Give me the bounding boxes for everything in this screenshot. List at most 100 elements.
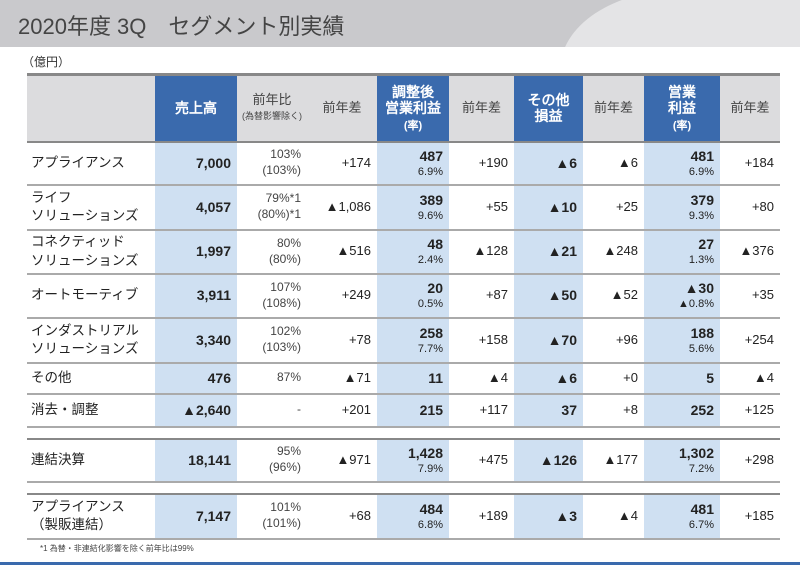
yoy-value: 80% (80%) <box>237 229 307 275</box>
other-diff: +8 <box>583 393 644 428</box>
sales-value: 7,147 <box>155 493 237 540</box>
other-value: ▲70 <box>514 317 583 364</box>
header-op: 営業 利益 (率) <box>644 73 720 143</box>
row-label: アプライアンス <box>27 141 155 186</box>
header-diff: 前年差 <box>720 73 780 143</box>
other-diff: +0 <box>583 362 644 395</box>
segment-table: 売上高 前年比 (為替影響除く) 前年差 調整後 営業利益 (率) 前年差 その他 損益… <box>27 73 780 540</box>
yoy-value: 103% (103%) <box>237 141 307 186</box>
table-row: その他 476 87% ▲71 11 ▲4 ▲6 +0 5 ▲4 <box>27 362 780 395</box>
row-label: 連結決算 <box>27 438 155 483</box>
adj-op-value: 11 <box>377 362 449 395</box>
adj-op-diff: ▲128 <box>449 229 514 275</box>
op-value: ▲30 ▲0.8% <box>644 273 720 319</box>
sales-diff: ▲1,086 <box>307 184 377 231</box>
other-value: 37 <box>514 393 583 428</box>
title-decoration <box>560 0 800 47</box>
sales-value: 3,911 <box>155 273 237 319</box>
adj-op-diff: ▲4 <box>449 362 514 395</box>
yoy-value: 101% (101%) <box>237 493 307 540</box>
op-value: 252 <box>644 393 720 428</box>
yoy-value: - <box>237 393 307 428</box>
sales-diff: +174 <box>307 141 377 186</box>
yoy-value: 95% (96%) <box>237 438 307 483</box>
other-diff: ▲4 <box>583 493 644 540</box>
header-other: その他 損益 <box>514 73 583 143</box>
sales-value: 7,000 <box>155 141 237 186</box>
table-row: オートモーティブ 3,911 107% (108%) +249 20 0.5% +87 ▲50 ▲… <box>27 273 780 319</box>
op-diff: ▲4 <box>720 362 780 395</box>
sales-value: 18,141 <box>155 438 237 483</box>
op-value: 379 9.3% <box>644 184 720 231</box>
adj-op-value: 1,428 7.9% <box>377 438 449 483</box>
unit-label: （億円） <box>22 55 71 69</box>
adj-op-diff: +190 <box>449 141 514 186</box>
adj-op-value: 484 6.8% <box>377 493 449 540</box>
sales-diff: ▲516 <box>307 229 377 275</box>
yoy-value: 79%*1 (80%)*1 <box>237 184 307 231</box>
adj-op-value: 48 2.4% <box>377 229 449 275</box>
other-value: ▲6 <box>514 141 583 186</box>
row-label: オートモーティブ <box>27 273 155 319</box>
sales-diff: +68 <box>307 493 377 540</box>
yoy-value: 87% <box>237 362 307 395</box>
other-diff: ▲248 <box>583 229 644 275</box>
header-blank <box>27 73 155 143</box>
header-yoy: 前年比 (為替影響除く) <box>237 73 307 143</box>
table-row: コネクティッド ソリューションズ 1,997 80% (80%) ▲516 48 2.4% ▲1… <box>27 229 780 275</box>
other-diff: ▲52 <box>583 273 644 319</box>
header-sales: 売上高 <box>155 73 237 143</box>
op-value: 27 1.3% <box>644 229 720 275</box>
sales-diff: +201 <box>307 393 377 428</box>
other-value: ▲10 <box>514 184 583 231</box>
row-label: アプライアンス （製販連結） <box>27 493 155 540</box>
row-label: 消去・調整 <box>27 393 155 428</box>
adj-op-value: 258 7.7% <box>377 317 449 364</box>
sales-diff: ▲971 <box>307 438 377 483</box>
op-value: 188 5.6% <box>644 317 720 364</box>
op-value: 1,302 7.2% <box>644 438 720 483</box>
other-diff: ▲6 <box>583 141 644 186</box>
adj-op-diff: +475 <box>449 438 514 483</box>
other-value: ▲6 <box>514 362 583 395</box>
header-row: 売上高 前年比 (為替影響除く) 前年差 調整後 営業利益 (率) 前年差 その他 損益… <box>27 73 780 143</box>
adj-op-value: 389 9.6% <box>377 184 449 231</box>
footnote: *1 為替・非連結化影響を除く前年比は99% <box>40 544 194 553</box>
header-diff: 前年差 <box>449 73 514 143</box>
op-diff: +185 <box>720 493 780 540</box>
yoy-value: 102% (103%) <box>237 317 307 364</box>
sales-diff: +78 <box>307 317 377 364</box>
header-diff: 前年差 <box>307 73 377 143</box>
other-diff: +96 <box>583 317 644 364</box>
sales-diff: +249 <box>307 273 377 319</box>
op-diff: +254 <box>720 317 780 364</box>
other-value: ▲126 <box>514 438 583 483</box>
op-diff: ▲376 <box>720 229 780 275</box>
table-row: 消去・調整 ▲2,640- +201 215 +117 37 +8 252 +125 <box>27 393 780 428</box>
op-diff: +125 <box>720 393 780 428</box>
yoy-value: 107% (108%) <box>237 273 307 319</box>
op-diff: +80 <box>720 184 780 231</box>
other-value: ▲50 <box>514 273 583 319</box>
op-diff: +298 <box>720 438 780 483</box>
adj-op-diff: +117 <box>449 393 514 428</box>
table-row: アプライアンス 7,000 103% (103%) +174 487 6.9% +190 ▲6 ▲… <box>27 141 780 186</box>
other-value: ▲21 <box>514 229 583 275</box>
row-gap <box>27 481 780 495</box>
op-value: 481 6.7% <box>644 493 720 540</box>
row-label: その他 <box>27 362 155 395</box>
op-value: 481 6.9% <box>644 141 720 186</box>
title-bar: 2020年度 3Q セグメント別実績 <box>0 0 800 47</box>
sales-value: ▲2,640 <box>155 393 237 428</box>
table-row: ライフ ソリューションズ 4,057 79%*1 (80%)*1 ▲1,086 389 9.6… <box>27 184 780 231</box>
page-title: 2020年度 3Q セグメント別実績 <box>18 14 345 39</box>
op-diff: +184 <box>720 141 780 186</box>
adj-op-diff: +189 <box>449 493 514 540</box>
sales-value: 1,997 <box>155 229 237 275</box>
row-label: ライフ ソリューションズ <box>27 184 155 231</box>
adj-op-diff: +87 <box>449 273 514 319</box>
adj-op-diff: +55 <box>449 184 514 231</box>
sales-diff: ▲71 <box>307 362 377 395</box>
adj-op-value: 215 <box>377 393 449 428</box>
header-adj-op: 調整後 営業利益 (率) <box>377 73 449 143</box>
